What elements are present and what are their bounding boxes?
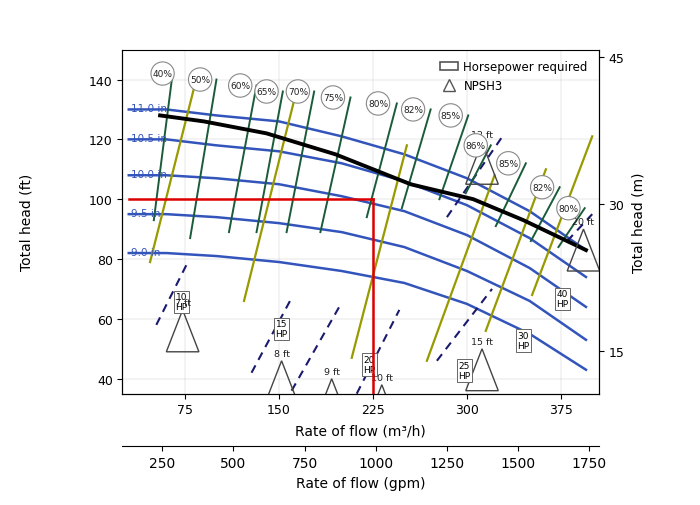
Text: 20
HP: 20 HP xyxy=(363,355,375,374)
Text: 9.5 in: 9.5 in xyxy=(132,208,161,218)
Legend: Horsepower required, NPSH3: Horsepower required, NPSH3 xyxy=(435,57,593,97)
Text: 7 ft: 7 ft xyxy=(174,298,190,308)
Text: 15
HP: 15 HP xyxy=(276,319,288,339)
Text: 75%: 75% xyxy=(323,94,343,103)
Y-axis label: Total head (ft): Total head (ft) xyxy=(20,174,34,271)
X-axis label: Rate of flow (m³/h): Rate of flow (m³/h) xyxy=(295,424,426,437)
Text: 65%: 65% xyxy=(256,88,276,97)
Text: 60%: 60% xyxy=(230,82,251,91)
Text: 40
HP: 40 HP xyxy=(556,289,568,309)
Text: 15 ft: 15 ft xyxy=(471,337,493,346)
Text: 9 ft: 9 ft xyxy=(323,367,340,376)
Text: 82%: 82% xyxy=(532,183,552,192)
Text: 12 ft: 12 ft xyxy=(471,131,493,140)
Text: 30
HP: 30 HP xyxy=(517,331,529,350)
Text: 10.5 in: 10.5 in xyxy=(132,134,167,143)
X-axis label: Rate of flow (gpm): Rate of flow (gpm) xyxy=(295,476,426,490)
Text: 8 ft: 8 ft xyxy=(274,349,290,358)
Text: 82%: 82% xyxy=(403,106,423,115)
Text: 80%: 80% xyxy=(559,204,578,213)
Text: 70%: 70% xyxy=(288,88,308,97)
Text: 10
HP: 10 HP xyxy=(175,292,188,312)
Text: 9.0 in: 9.0 in xyxy=(132,247,160,257)
Text: 11.0 in: 11.0 in xyxy=(132,104,167,114)
Text: 86%: 86% xyxy=(466,141,486,150)
Text: 80%: 80% xyxy=(368,100,388,109)
Text: 85%: 85% xyxy=(440,112,461,121)
Text: 85%: 85% xyxy=(498,160,519,169)
Y-axis label: Total head (m): Total head (m) xyxy=(631,172,645,272)
Text: 40%: 40% xyxy=(153,70,173,79)
Text: 20 ft: 20 ft xyxy=(573,218,594,227)
Text: 10 ft: 10 ft xyxy=(371,373,393,382)
Text: 50%: 50% xyxy=(190,76,210,85)
Text: 25
HP: 25 HP xyxy=(458,361,470,380)
Text: 10.0 in: 10.0 in xyxy=(132,170,167,179)
